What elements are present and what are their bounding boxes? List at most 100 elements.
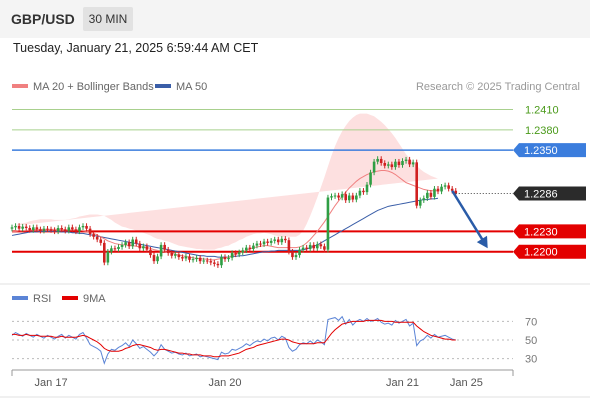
candle-body — [120, 244, 124, 247]
candle-body — [117, 246, 120, 249]
candle-body — [138, 243, 142, 249]
candle-body — [209, 261, 213, 263]
candle-body — [355, 195, 358, 200]
candle-body — [301, 247, 305, 250]
candle-body — [42, 228, 46, 231]
candle-body — [294, 255, 298, 258]
candle-body — [227, 257, 230, 260]
candle-body — [330, 196, 333, 198]
candle-body — [401, 160, 404, 166]
candle-body — [379, 158, 383, 164]
candle-body — [63, 229, 67, 231]
candle-body — [156, 256, 159, 262]
candle-body — [85, 225, 88, 229]
candle-body — [124, 242, 127, 245]
candle-body — [259, 243, 262, 245]
candle-body — [53, 230, 56, 232]
x-tick-label: Jan 20 — [208, 377, 241, 389]
candle-body — [95, 236, 99, 240]
candle-body — [387, 164, 390, 166]
x-tick-label: Jan 21 — [386, 377, 419, 389]
candle-body — [273, 239, 276, 241]
candle-body — [17, 225, 21, 229]
rsi-legend-label: RSI — [33, 293, 51, 305]
candle-body — [67, 227, 71, 231]
timeframe-selector[interactable]: 30 MIN — [83, 7, 133, 31]
candle-body — [284, 238, 287, 241]
candle-body — [46, 228, 49, 230]
candle-body — [269, 240, 273, 243]
candle-body — [220, 257, 223, 266]
candle-body — [181, 257, 184, 259]
candle-body — [142, 246, 145, 249]
ma9-legend-swatch — [62, 296, 78, 300]
candle-body — [376, 158, 379, 162]
candle-body — [340, 194, 344, 198]
candle-body — [440, 186, 443, 192]
candle-body — [191, 259, 195, 261]
candle-body — [404, 159, 408, 161]
rsi-tick-label: 30 — [525, 354, 537, 366]
candle-body — [252, 245, 255, 249]
candle-body — [436, 188, 440, 192]
candle-body — [255, 243, 259, 246]
candle-body — [319, 244, 323, 247]
candle-body — [152, 255, 156, 262]
research-credit: Research © 2025 Trading Central — [416, 81, 580, 93]
ma9-legend-label: 9MA — [83, 293, 106, 305]
ma50-legend-label: MA 50 — [176, 81, 207, 93]
candle-body — [35, 227, 39, 230]
candle-body — [127, 242, 131, 247]
candle-body — [195, 257, 198, 260]
candle-body — [443, 185, 447, 187]
candle-body — [276, 239, 280, 243]
rsi-tick-label: 70 — [525, 316, 537, 328]
candle-body — [394, 161, 397, 168]
level-tag-1.2230 — [513, 224, 586, 239]
candle-body — [287, 240, 291, 252]
candle-body — [28, 228, 32, 231]
x-tick-label: Jan 17 — [35, 377, 68, 389]
candle-body — [316, 244, 319, 249]
candle-body — [312, 244, 316, 249]
candle-body — [113, 248, 117, 250]
candle-body — [145, 246, 149, 250]
candle-body — [56, 228, 60, 232]
candle-body — [280, 238, 284, 243]
last-price-label: 1.2286 — [524, 188, 558, 200]
candle-body — [71, 227, 74, 230]
candle-body — [106, 251, 110, 263]
last-price-tag — [513, 186, 586, 201]
candle-body — [88, 228, 92, 235]
candle-body — [390, 164, 394, 168]
rsi-line — [11, 315, 456, 365]
level-label-1.2410: 1.2410 — [525, 105, 559, 117]
candle-body — [369, 172, 372, 185]
level-label-1.2230: 1.2230 — [524, 226, 558, 238]
x-axis: Jan 17 Jan 20 Jan 21 Jan 25 — [0, 369, 590, 398]
candle-body — [216, 263, 220, 266]
candle-body — [408, 159, 411, 165]
candle-body — [245, 247, 248, 251]
rsi-tick-label: 50 — [525, 335, 537, 347]
candle-body — [323, 246, 326, 250]
candle-body — [305, 247, 308, 249]
candle-body — [347, 195, 351, 201]
candle-body — [358, 190, 362, 196]
candle-body — [237, 252, 241, 255]
candle-body — [262, 241, 266, 245]
rsi-ma9-line — [12, 319, 456, 358]
candle-body — [92, 234, 95, 237]
candle-body — [49, 229, 53, 231]
candle-body — [266, 241, 269, 243]
level-label-1.2200: 1.2200 — [524, 247, 558, 259]
level-label-1.2350: 1.2350 — [524, 145, 558, 157]
candle-body — [32, 227, 35, 231]
candle-body — [308, 244, 312, 249]
candle-body — [433, 188, 436, 197]
candle-body — [202, 260, 205, 262]
ma20-legend-swatch — [12, 84, 28, 88]
candle-body — [103, 242, 106, 263]
candle-body — [383, 163, 387, 166]
